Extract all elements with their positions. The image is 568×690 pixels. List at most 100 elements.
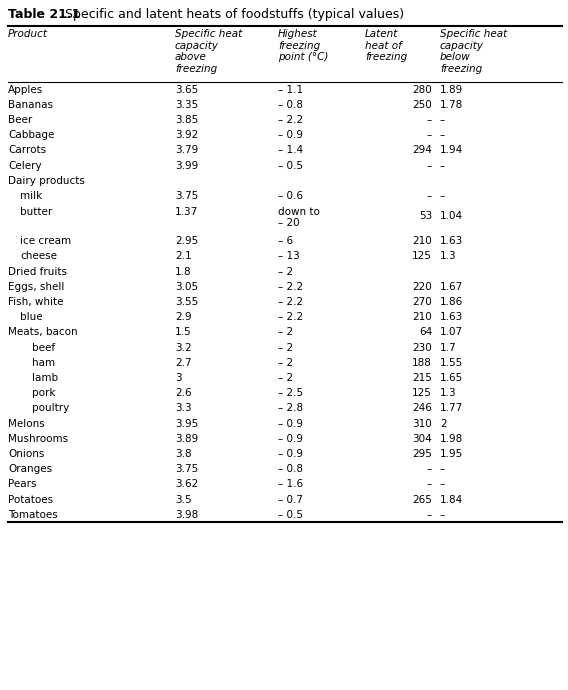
Text: – 0.6: – 0.6 [278,191,303,201]
Text: – 0.5: – 0.5 [278,161,303,170]
Text: blue: blue [20,312,43,322]
Text: 3.55: 3.55 [175,297,198,307]
Text: – 2: – 2 [278,373,293,383]
Text: Apples: Apples [8,85,43,95]
Text: – 2.8: – 2.8 [278,404,303,413]
Text: Highest
freezing
point (°C): Highest freezing point (°C) [278,29,328,62]
Text: 3.35: 3.35 [175,100,198,110]
Text: 1.55: 1.55 [440,358,463,368]
Text: –: – [440,510,445,520]
Text: – 2: – 2 [278,343,293,353]
Text: ice cream: ice cream [20,236,71,246]
Text: Beer: Beer [8,115,32,125]
Text: Latent
heat of
freezing: Latent heat of freezing [365,29,407,62]
Text: – 0.9: – 0.9 [278,130,303,140]
Text: 2.9: 2.9 [175,312,191,322]
Text: 304: 304 [412,434,432,444]
Text: 210: 210 [412,312,432,322]
Text: Celery: Celery [8,161,41,170]
Text: 1.63: 1.63 [440,236,463,246]
Text: –: – [427,464,432,474]
Text: 3.98: 3.98 [175,510,198,520]
Text: pork: pork [32,388,56,398]
Text: Potatoes: Potatoes [8,495,53,504]
Text: 3.89: 3.89 [175,434,198,444]
Text: 3.05: 3.05 [175,282,198,292]
Text: 2.6: 2.6 [175,388,191,398]
Text: 2.95: 2.95 [175,236,198,246]
Text: –: – [440,191,445,201]
Text: 1.3: 1.3 [440,251,457,262]
Text: Meats, bacon: Meats, bacon [8,327,78,337]
Text: Dairy products: Dairy products [8,176,85,186]
Text: 1.63: 1.63 [440,312,463,322]
Text: – 6: – 6 [278,236,293,246]
Text: Onions: Onions [8,449,44,459]
Text: 280: 280 [412,85,432,95]
Text: 1.3: 1.3 [440,388,457,398]
Text: –: – [427,130,432,140]
Text: Product: Product [8,29,48,39]
Text: 3.5: 3.5 [175,495,191,504]
Text: 3.2: 3.2 [175,343,191,353]
Text: 3.79: 3.79 [175,146,198,155]
Text: 2: 2 [440,419,446,428]
Text: Oranges: Oranges [8,464,52,474]
Text: –: – [427,161,432,170]
Text: 310: 310 [412,419,432,428]
Text: – 2.2: – 2.2 [278,297,303,307]
Text: poultry: poultry [32,404,69,413]
Text: 125: 125 [412,251,432,262]
Text: 265: 265 [412,495,432,504]
Text: 215: 215 [412,373,432,383]
Text: 1.8: 1.8 [175,266,191,277]
Text: –: – [427,191,432,201]
Text: 210: 210 [412,236,432,246]
Text: down to
– 20: down to – 20 [278,206,320,228]
Text: – 1.4: – 1.4 [278,146,303,155]
Text: 3.3: 3.3 [175,404,191,413]
Text: –: – [440,161,445,170]
Text: 1.86: 1.86 [440,297,463,307]
Text: – 2: – 2 [278,327,293,337]
Text: – 2: – 2 [278,266,293,277]
Text: Pears: Pears [8,480,36,489]
Text: beef: beef [32,343,55,353]
Text: 1.65: 1.65 [440,373,463,383]
Text: –: – [440,464,445,474]
Text: Dried fruits: Dried fruits [8,266,67,277]
Text: – 2.5: – 2.5 [278,388,303,398]
Text: 3: 3 [175,373,182,383]
Text: Table 21.1: Table 21.1 [8,8,81,21]
Text: Bananas: Bananas [8,100,53,110]
Text: Specific heat
capacity
below
freezing: Specific heat capacity below freezing [440,29,507,74]
Text: 1.5: 1.5 [175,327,191,337]
Text: 3.92: 3.92 [175,130,198,140]
Text: 3.65: 3.65 [175,85,198,95]
Text: – 1.6: – 1.6 [278,480,303,489]
Text: Tomatoes: Tomatoes [8,510,58,520]
Text: – 2: – 2 [278,358,293,368]
Text: 1.7: 1.7 [440,343,457,353]
Text: –: – [427,480,432,489]
Text: Melons: Melons [8,419,45,428]
Text: 1.78: 1.78 [440,100,463,110]
Text: 1.37: 1.37 [175,206,198,217]
Text: Carrots: Carrots [8,146,46,155]
Text: – 1.1: – 1.1 [278,85,303,95]
Text: 1.94: 1.94 [440,146,463,155]
Text: – 0.5: – 0.5 [278,510,303,520]
Text: 3.95: 3.95 [175,419,198,428]
Text: 1.07: 1.07 [440,327,463,337]
Text: 220: 220 [412,282,432,292]
Text: – 2.2: – 2.2 [278,312,303,322]
Text: lamb: lamb [32,373,58,383]
Text: – 0.7: – 0.7 [278,495,303,504]
Text: –: – [440,130,445,140]
Text: 3.75: 3.75 [175,191,198,201]
Text: 1.84: 1.84 [440,495,463,504]
Text: 1.98: 1.98 [440,434,463,444]
Text: 1.89: 1.89 [440,85,463,95]
Text: Specific heat
capacity
above
freezing: Specific heat capacity above freezing [175,29,242,74]
Text: 250: 250 [412,100,432,110]
